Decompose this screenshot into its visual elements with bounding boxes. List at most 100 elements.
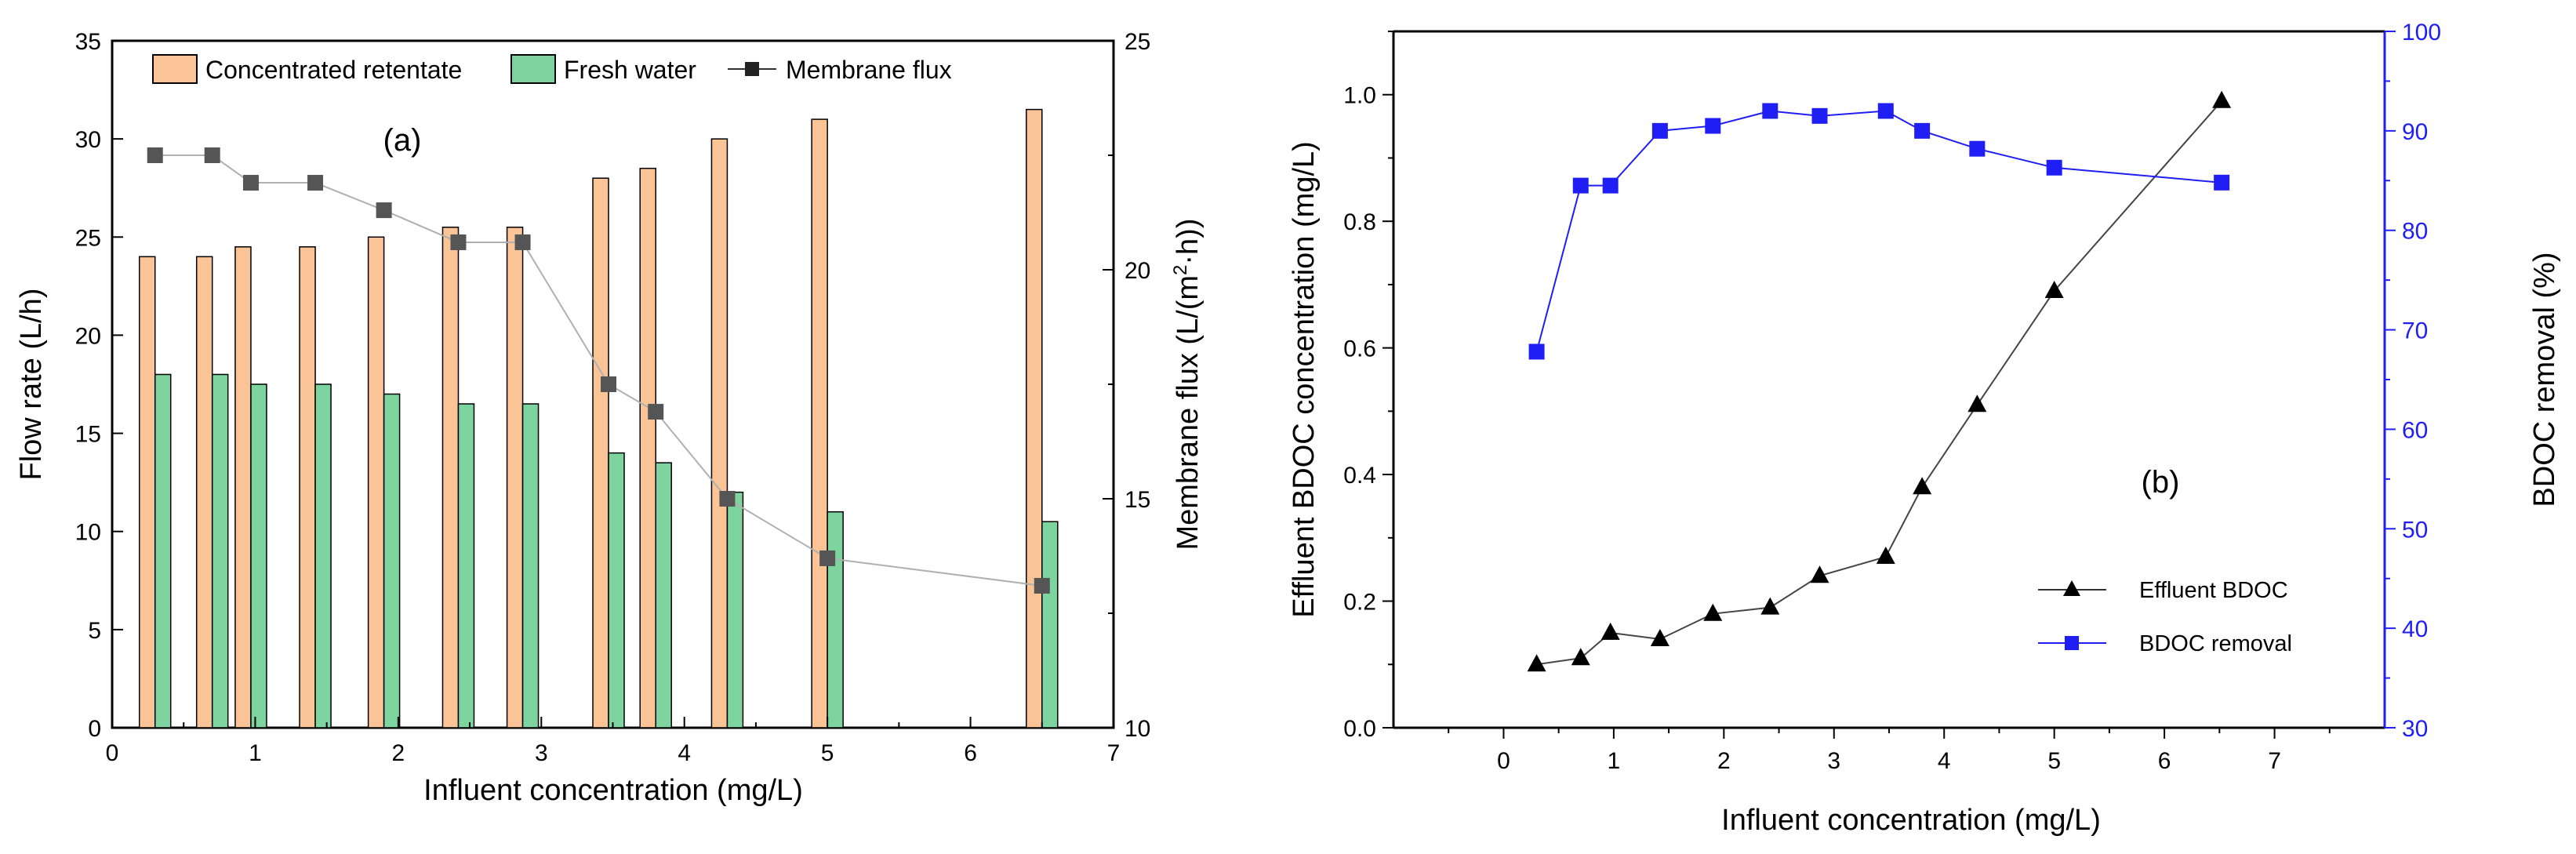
bar-fresh-water	[827, 511, 844, 729]
panel-a-y2-axis-label: Membrane flux (L/(m2·h))	[1170, 218, 1204, 550]
bdoc-removal-point	[2214, 174, 2230, 191]
x-tick-label: 7	[1107, 740, 1121, 766]
bar-concentrated-retentate	[195, 256, 213, 729]
y2-tick-label: 50	[2402, 517, 2428, 543]
legend-marker-membrane-flux	[745, 62, 759, 76]
x-tick-label: 7	[2268, 748, 2281, 774]
membrane-flux-point	[242, 175, 259, 191]
bdoc-removal-line	[1535, 110, 2222, 352]
y-tick-label: 0.8	[1343, 209, 1376, 235]
membrane-flux-point	[819, 550, 836, 566]
membrane-flux-point	[376, 202, 392, 219]
y-tick-label: 15	[75, 422, 101, 448]
y-tick-label: 10	[75, 520, 101, 546]
bar-fresh-water	[457, 403, 475, 729]
panel-a-legend: Concentrated retentate Fresh water Membr…	[152, 54, 952, 84]
bar-concentrated-retentate	[138, 256, 156, 729]
y2-tick-label: 10	[1125, 716, 1150, 742]
legend-label-fresh-water: Fresh water	[564, 56, 696, 84]
legend-label-bdoc-removal: BDOC removal	[2139, 631, 2292, 656]
x-tick-label: 5	[2047, 748, 2061, 774]
effluent-bdoc-line	[1536, 100, 2222, 666]
panel-a-x-axis-label: Influent concentration (mg/L)	[423, 774, 803, 807]
effluent-bdoc-point	[1600, 622, 1620, 640]
x-tick-label: 6	[2158, 748, 2171, 774]
legend-label-retentate: Concentrated retentate	[205, 56, 462, 84]
bar-concentrated-retentate	[441, 227, 460, 729]
bar-concentrated-retentate	[1026, 108, 1043, 729]
bar-fresh-water	[250, 383, 267, 729]
x-tick-label: 1	[1608, 748, 1621, 774]
panel-b-axes: 0 1 2 3 4 5 6 7 0.0 0.2 0.4 0.6 0.8 1.0 30 40 50 60 70 80 90…	[1343, 20, 2441, 774]
bdoc-removal-point	[1762, 103, 1778, 119]
effluent-bdoc-point	[1571, 648, 1590, 666]
panel-b-label: (b)	[2142, 465, 2180, 500]
bdoc-removal-point	[1877, 103, 1894, 119]
membrane-flux-point	[147, 147, 163, 163]
x-tick-label: 3	[535, 740, 548, 766]
effluent-bdoc-point	[2212, 90, 2232, 108]
panel-a-chart: 0 1 2 3 4 5 6 7 0 5 10 15 20 25 30 35 10 15 20 25 (a) Conce…	[15, 29, 1204, 807]
y2-tick-label: 15	[1125, 487, 1150, 513]
y2-tick-label: 90	[2402, 119, 2428, 145]
bar-concentrated-retentate	[234, 246, 252, 729]
panel-b-x-axis-label: Influent concentration (mg/L)	[1721, 804, 2101, 837]
panel-b-series	[1527, 90, 2232, 672]
bar-concentrated-retentate	[367, 236, 385, 729]
y2-label-main: Membrane flux (L/(m	[1172, 275, 1204, 551]
y2-tick-label: 30	[2402, 716, 2428, 742]
membrane-flux-point	[1034, 577, 1050, 594]
y2-label-superscript: 2	[1170, 265, 1191, 275]
bdoc-removal-point	[1969, 140, 1986, 157]
panel-a-label: (a)	[383, 123, 422, 158]
x-tick-label: 4	[678, 740, 691, 766]
panel-b-y-axis-label: Effluent BDOC concentration (mg/L)	[1288, 141, 1321, 618]
membrane-flux-point	[648, 404, 664, 420]
y2-label-tail: ·h))	[1172, 218, 1204, 264]
effluent-bdoc-point	[1810, 565, 1829, 583]
y2-tick-label: 100	[2402, 20, 2441, 45]
y-tick-label: 0	[88, 716, 101, 742]
y-tick-label: 0.6	[1343, 336, 1376, 362]
x-tick-label: 0	[1497, 748, 1510, 774]
y-tick-label: 25	[75, 225, 101, 251]
panel-a-axes: 0 1 2 3 4 5 6 7 0 5 10 15 20 25 30 35 10 15 20 25	[75, 29, 1151, 766]
legend-marker-effluent-bdoc	[2063, 580, 2080, 596]
bar-concentrated-retentate	[710, 138, 728, 729]
bar-fresh-water	[383, 393, 401, 729]
bar-fresh-water	[726, 491, 744, 729]
legend-label-membrane-flux: Membrane flux	[786, 56, 952, 84]
y-tick-label: 30	[75, 127, 101, 153]
y2-tick-label: 60	[2402, 417, 2428, 443]
y-tick-label: 0.4	[1343, 463, 1376, 489]
bar-concentrated-retentate	[639, 167, 656, 729]
y-tick-label: 35	[75, 29, 101, 55]
y2-tick-label: 40	[2402, 616, 2428, 642]
legend-label-effluent-bdoc: Effluent BDOC	[2139, 578, 2288, 603]
bdoc-removal-point	[1705, 118, 1721, 134]
bar-concentrated-retentate	[592, 177, 609, 729]
legend-marker-bdoc-removal	[2065, 636, 2079, 650]
effluent-bdoc-point	[1760, 597, 1780, 615]
membrane-flux-point	[514, 234, 531, 250]
effluent-bdoc-point	[1527, 654, 1546, 672]
x-tick-label: 2	[392, 740, 405, 766]
panel-a-bars	[138, 108, 1059, 729]
effluent-bdoc-point	[1703, 603, 1723, 621]
effluent-bdoc-point	[1913, 477, 1932, 495]
effluent-bdoc-point	[1967, 394, 1987, 412]
x-tick-label: 4	[1938, 748, 1951, 774]
y-tick-label: 20	[75, 323, 101, 349]
bar-fresh-water	[521, 403, 540, 729]
panel-b-legend: Effluent BDOC BDOC removal	[2038, 578, 2292, 656]
bar-concentrated-retentate	[506, 227, 524, 729]
effluent-bdoc-point	[1876, 547, 1895, 565]
panel-b-y2-axis-label: BDOC removal (%)	[2528, 252, 2561, 507]
y2-tick-label: 20	[1125, 258, 1150, 284]
y-tick-label: 1.0	[1343, 83, 1376, 109]
bdoc-removal-point	[1811, 107, 1828, 124]
effluent-bdoc-point	[1650, 628, 1669, 646]
bar-fresh-water	[655, 462, 672, 729]
y-tick-label: 0.0	[1343, 716, 1376, 742]
